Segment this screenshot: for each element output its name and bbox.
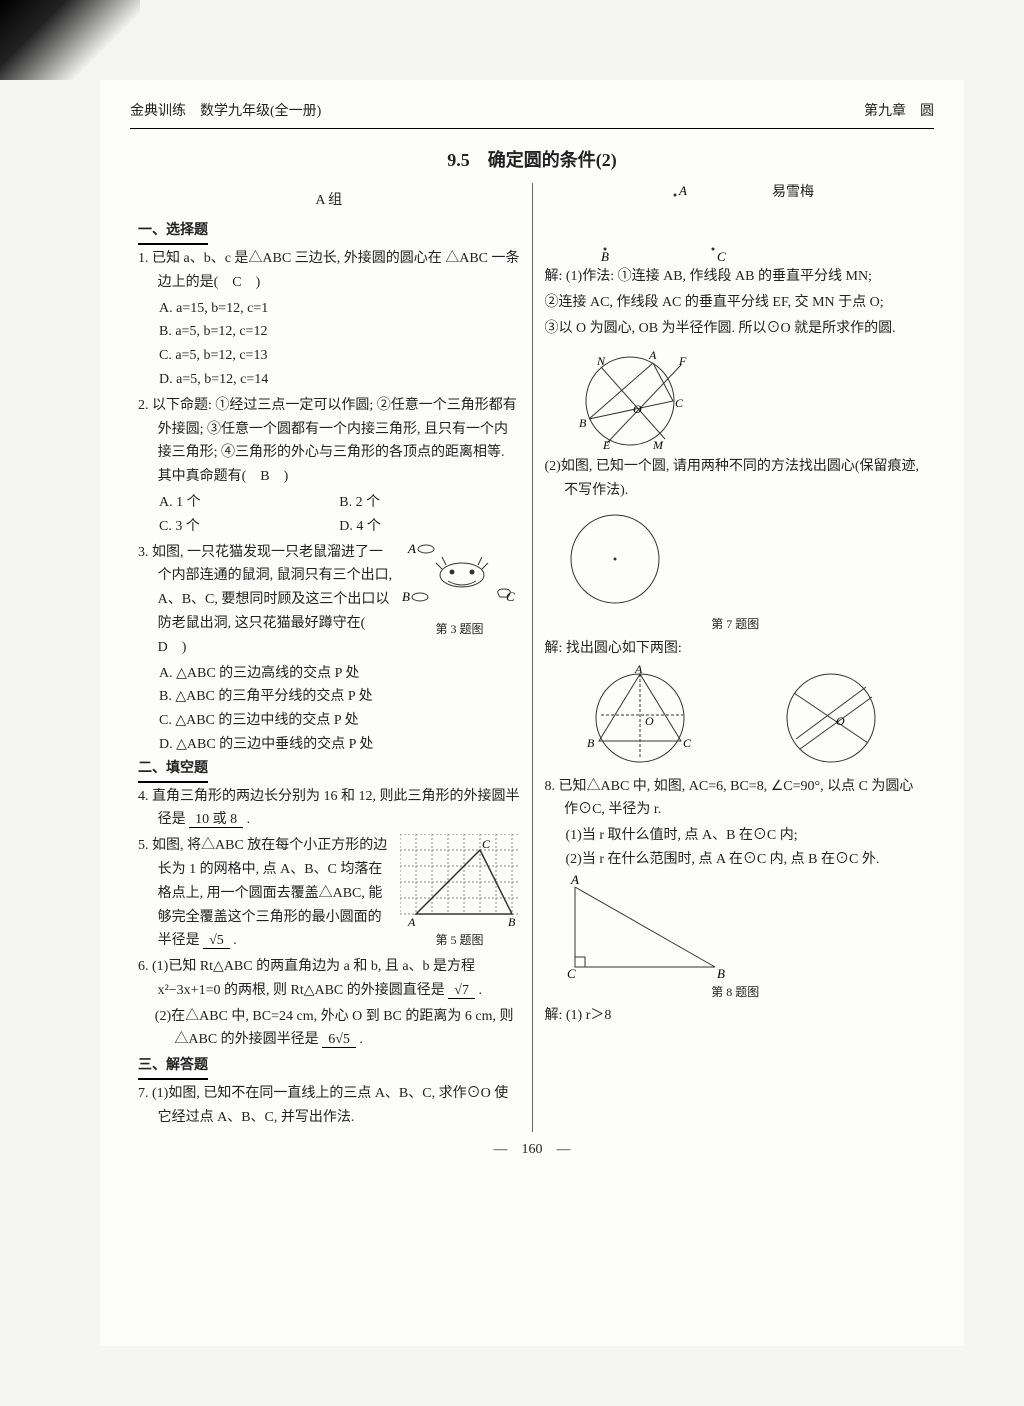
scan-shadow — [0, 0, 140, 80]
section-3-head: 三、解答题 — [138, 1054, 208, 1080]
q6a: 6. (1)已知 Rt△ABC 的两直角边为 a 和 b, 且 a、b 是方程 … — [138, 955, 520, 1003]
q7-top-fig: A B C — [545, 183, 927, 263]
q4-ans: 10 或 8 — [189, 812, 243, 828]
section-2-head: 二、填空题 — [138, 757, 208, 783]
cap7: 第 7 题图 — [545, 614, 927, 634]
q5-ans: √5 — [203, 933, 230, 949]
columns: A 组 一、选择题 1. 已知 a、b、c 是△ABC 三边长, 外接圆的圆心在… — [130, 183, 934, 1131]
q6a-stem-a: 6. (1)已知 Rt△ABC 的两直角边为 a 和 b, 且 a、b 是方程 … — [138, 959, 475, 998]
svg-text:B: B — [579, 416, 587, 430]
sol1-b: ②连接 AC, 作线段 AC 的垂直平分线 EF, 交 MN 于点 O; — [545, 291, 927, 315]
svg-text:A: A — [407, 915, 416, 929]
svg-text:A: A — [634, 663, 643, 676]
q4-stem-b: . — [247, 812, 251, 827]
q6b-ans: 6√5 — [322, 1032, 356, 1048]
q2-opt-b: B. 2 个 — [339, 491, 519, 515]
sol1-a: 解: (1)作法: ①连接 AB, 作线段 AB 的垂直平分线 MN; — [545, 265, 927, 289]
cap8: 第 8 题图 — [545, 982, 927, 1002]
q7b-fig: 第 7 题图 — [545, 504, 927, 634]
q3-cap: 第 3 题图 — [400, 619, 520, 639]
q5-svg: A B C — [400, 834, 520, 930]
q5-cap: 第 5 题图 — [400, 930, 520, 950]
q1-opt-c: C. a=5, b=12, c=13 — [138, 344, 520, 368]
q7b: (2)如图, 已知一个圆, 请用两种不同的方法找出圆心(保留痕迹, 不写作法). — [545, 455, 927, 503]
right-column: A B C 解: (1)作法: ①连接 AB, 作线段 AB 的垂直平分线 MN… — [537, 183, 935, 1131]
author: 易雪梅 — [772, 181, 814, 205]
q3-opt-a: A. △ABC 的三边高线的交点 P 处 — [138, 662, 520, 686]
q1-stem: 1. 已知 a、b、c 是△ABC 三边长, 外接圆的圆心在 △ABC 一条边上… — [138, 247, 520, 295]
q6b-stem-b: . — [359, 1032, 363, 1047]
q5-figure: A B C 第 5 题图 — [400, 834, 520, 950]
svg-text:B: B — [717, 966, 725, 981]
page-title: 9.5 确定圆的条件(2) — [130, 145, 934, 176]
construction-fig: N F B C E M O A — [545, 343, 927, 453]
q4: 4. 直角三角形的两边长分别为 16 和 12, 则此三角形的外接圆半径是 10… — [138, 785, 520, 833]
q3-svg: A B C — [400, 539, 520, 619]
two-methods-fig: A B C O O — [545, 663, 927, 773]
q3-figure: A B C 第 3 题图 — [400, 539, 520, 639]
svg-text:C: C — [675, 396, 684, 410]
svg-text:C: C — [717, 249, 726, 263]
q1-opt-b: B. a=5, b=12, c=12 — [138, 320, 520, 344]
column-divider — [532, 183, 533, 1131]
q3-opt-c: C. △ABC 的三边中线的交点 P 处 — [138, 709, 520, 733]
svg-text:C: C — [482, 837, 491, 851]
section-1-head: 一、选择题 — [138, 219, 208, 245]
svg-text:N: N — [596, 354, 606, 368]
svg-text:A: A — [407, 541, 416, 556]
svg-text:C: C — [683, 736, 692, 750]
q7a: 7. (1)如图, 已知不在同一直线上的三点 A、B、C, 求作⊙O 使它经过点… — [138, 1082, 520, 1130]
head-left: 金典训练 数学九年级(全一册) — [130, 100, 321, 124]
q8-2: (2)当 r 在什么范围时, 点 A 在⊙C 内, 点 B 在⊙C 外. — [545, 848, 927, 872]
q8-fig: A C B 第 8 题图 — [545, 872, 927, 1002]
svg-text:M: M — [652, 438, 664, 452]
q1-opt-d: D. a=5, b=12, c=14 — [138, 368, 520, 392]
svg-text:A: A — [570, 872, 579, 887]
svg-text:E: E — [602, 438, 611, 452]
page-number: — 160 — — [130, 1138, 934, 1162]
q1-opt-a: A. a=15, b=12, c=1 — [138, 297, 520, 321]
svg-text:O: O — [633, 402, 642, 416]
svg-text:O: O — [645, 714, 654, 728]
q6b: (2)在△ABC 中, BC=24 cm, 外心 O 到 BC 的距离为 6 c… — [138, 1005, 520, 1053]
svg-text:F: F — [678, 354, 687, 368]
q5-stem-b: . — [233, 933, 237, 948]
sol2: 解: 找出圆心如下两图: — [545, 637, 927, 661]
q3-opt-d: D. △ABC 的三边中垂线的交点 P 处 — [138, 733, 520, 757]
q2-opt-a: A. 1 个 — [159, 491, 339, 515]
svg-text:A: A — [648, 348, 657, 362]
q2-stem: 2. 以下命题: ①经过三点一定可以作圆; ②任意一个三角形都有外接圆; ③任意… — [138, 394, 520, 489]
q5-stem-a: 5. 如图, 将△ABC 放在每个小正方形的边长为 1 的网格中, 点 A、B、… — [138, 838, 387, 948]
svg-text:A: A — [678, 183, 687, 198]
group-a-label: A 组 — [138, 189, 520, 213]
svg-text:B: B — [508, 915, 516, 929]
q2-opt-d: D. 4 个 — [339, 515, 519, 539]
svg-text:C: C — [567, 966, 576, 981]
q8: 8. 已知△ABC 中, 如图, AC=6, BC=8, ∠C=90°, 以点 … — [545, 775, 927, 823]
running-head: 金典训练 数学九年级(全一册) 第九章 圆 — [130, 100, 934, 129]
q3-opt-b: B. △ABC 的三角平分线的交点 P 处 — [138, 685, 520, 709]
sol1-c: ③以 O 为圆心, OB 为半径作圆. 所以⊙O 就是所求作的圆. — [545, 317, 927, 341]
svg-text:B: B — [402, 589, 410, 604]
q8-1: (1)当 r 取什么值时, 点 A、B 在⊙C 内; — [545, 824, 927, 848]
sol8: 解: (1) r＞8 — [545, 1004, 927, 1028]
svg-text:O: O — [836, 714, 845, 728]
svg-text:B: B — [587, 736, 595, 750]
q6a-ans: √7 — [448, 983, 475, 999]
q6a-stem-b: . — [478, 983, 482, 998]
page: 金典训练 数学九年级(全一册) 第九章 圆 9.5 确定圆的条件(2) 易雪梅 … — [100, 80, 964, 1346]
left-column: A 组 一、选择题 1. 已知 a、b、c 是△ABC 三边长, 外接圆的圆心在… — [130, 183, 528, 1131]
q2-opt-c: C. 3 个 — [159, 515, 339, 539]
head-right: 第九章 圆 — [864, 100, 934, 124]
svg-text:B: B — [601, 249, 609, 263]
